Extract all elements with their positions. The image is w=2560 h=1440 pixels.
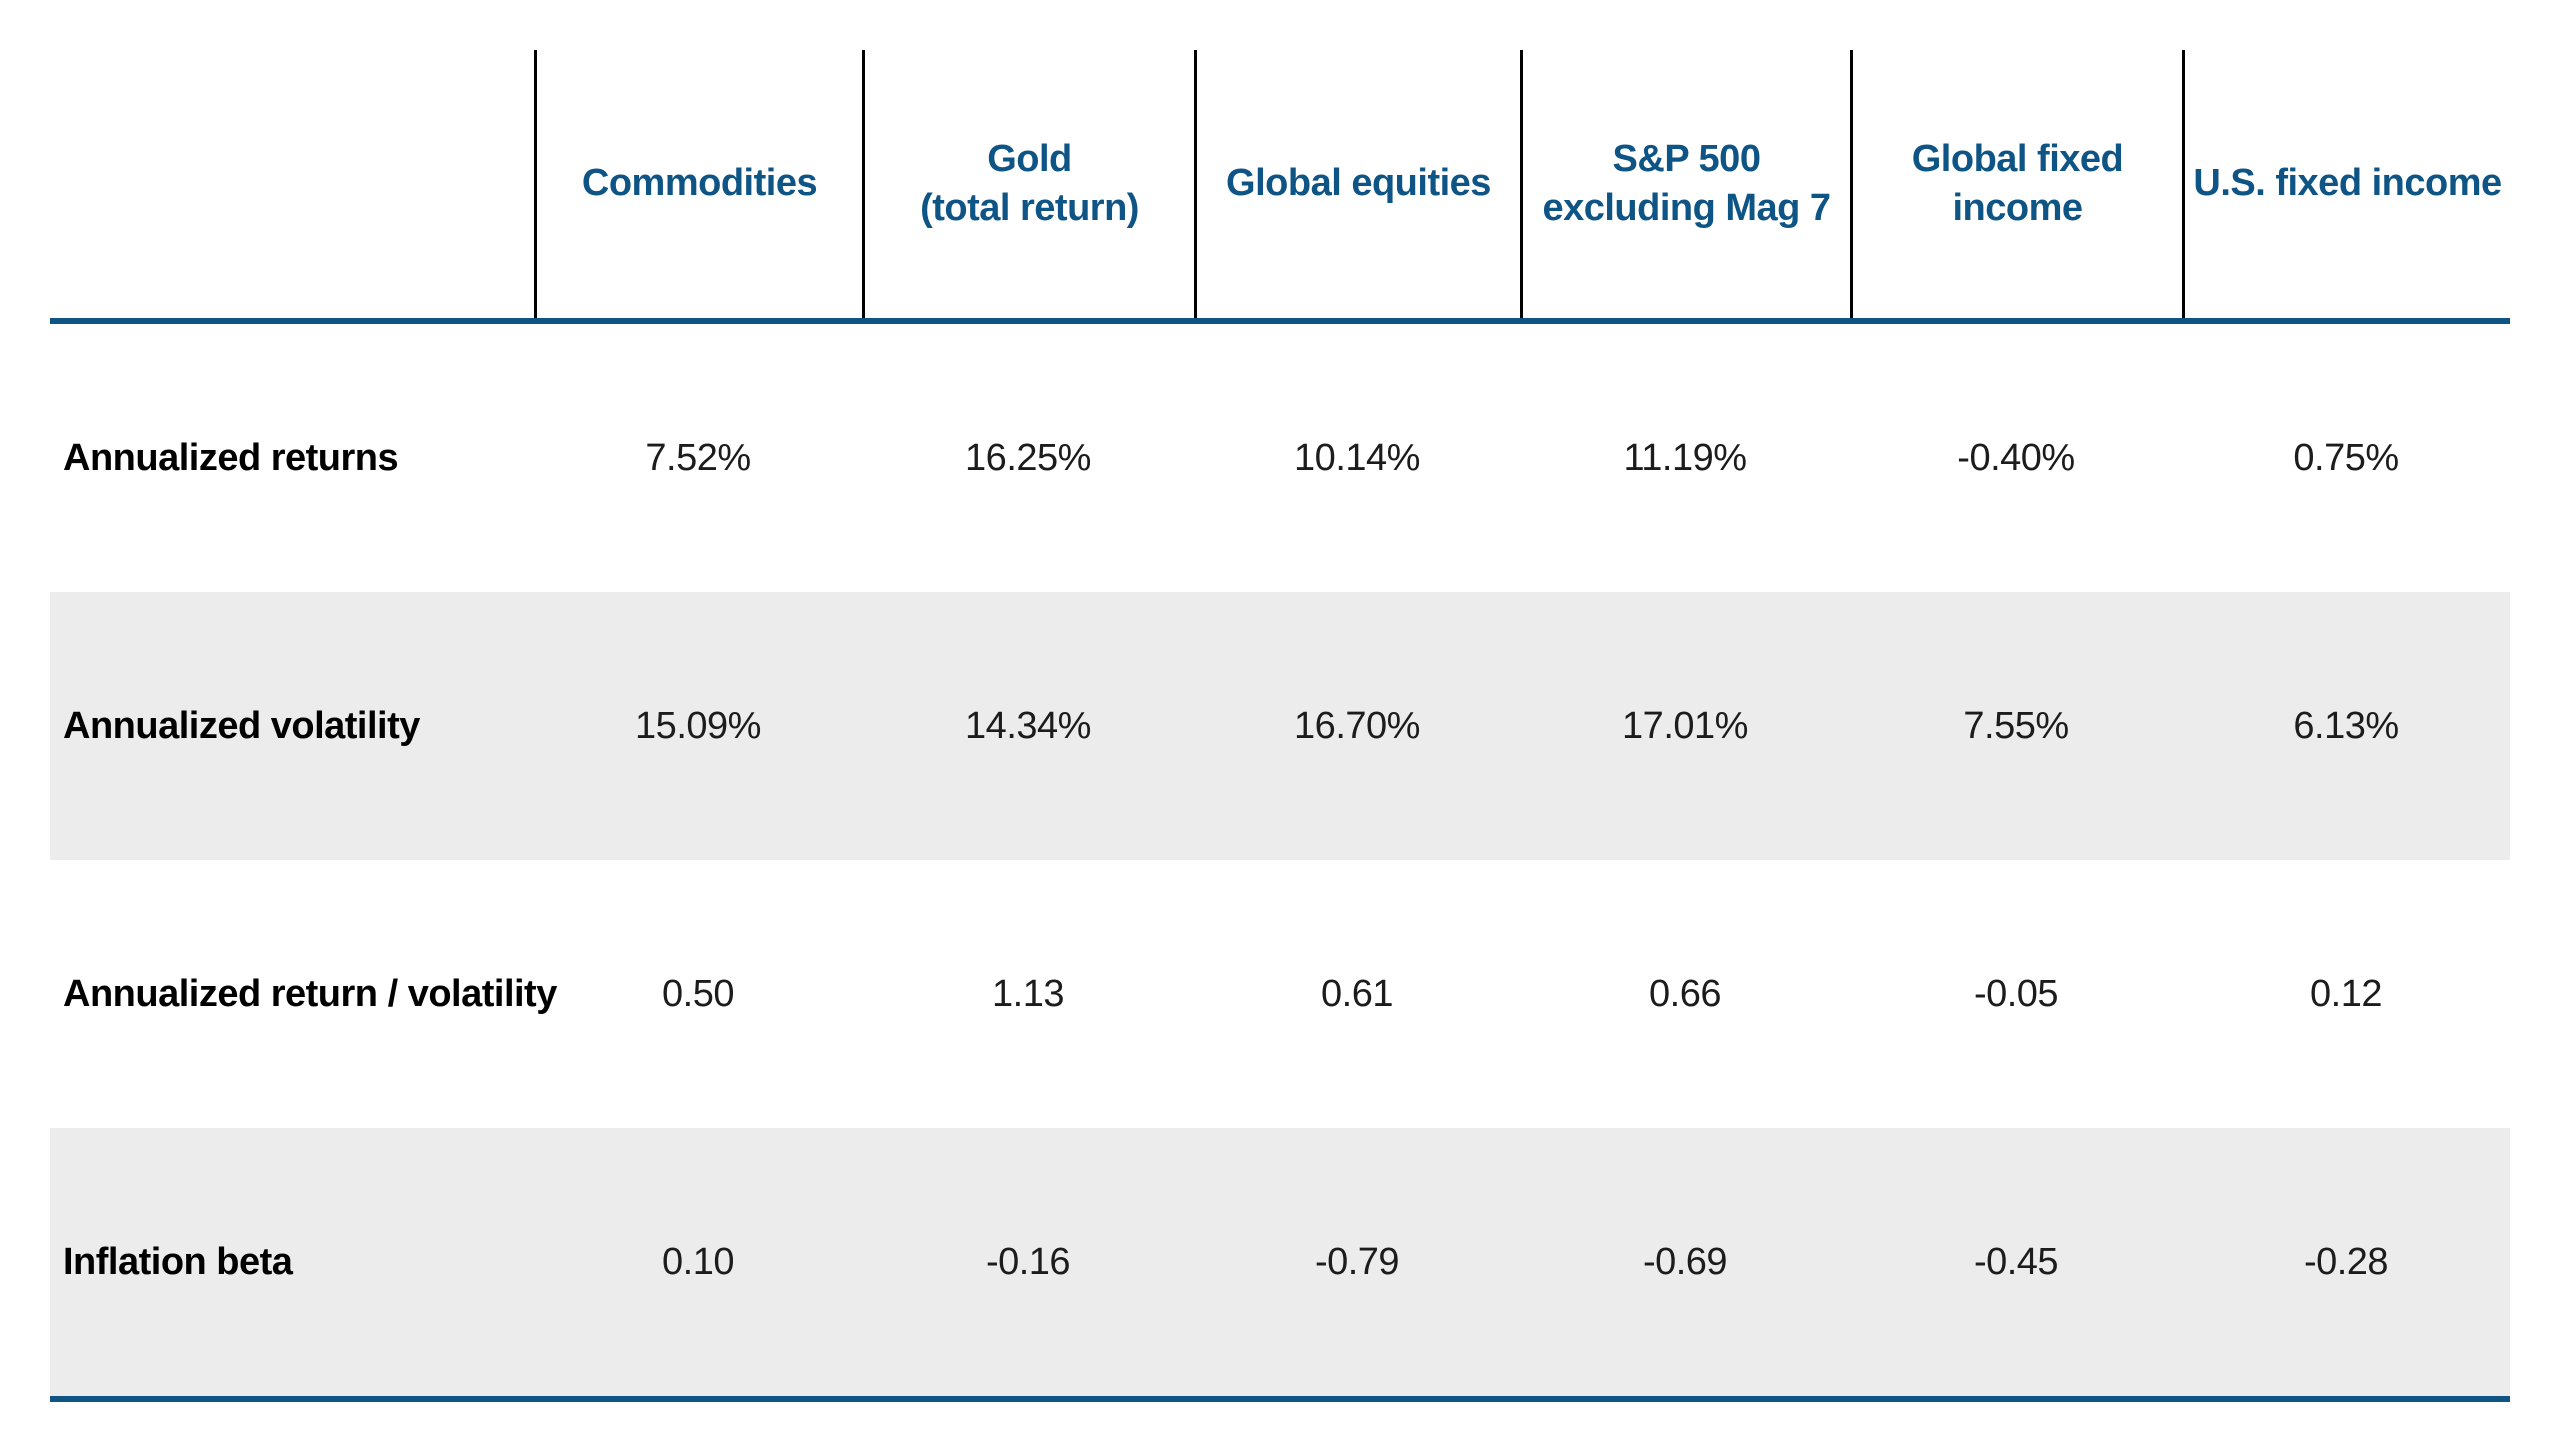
table-row-inflation-beta: Inflation beta 0.10 -0.16 -0.79 -0.69 -0… bbox=[50, 1128, 2510, 1396]
value-cell: 6.13% bbox=[2293, 704, 2399, 747]
asset-performance-table: Commodities Gold (total return) Global e… bbox=[50, 50, 2510, 1402]
column-header-us-fixed-income: U.S. fixed income bbox=[2182, 50, 2510, 318]
value-cell: 0.66 bbox=[1649, 972, 1721, 1015]
value-cell: 15.09% bbox=[635, 704, 761, 747]
value-cell: -0.79 bbox=[1314, 1240, 1400, 1283]
header-empty-corner bbox=[50, 50, 534, 318]
value-cell: 16.70% bbox=[1294, 704, 1420, 747]
value-cell: 7.55% bbox=[1963, 704, 2069, 747]
value-cell: 0.75% bbox=[2293, 436, 2399, 479]
value-cell: -0.05 bbox=[1973, 972, 2059, 1015]
value-cell: 10.14% bbox=[1294, 436, 1420, 479]
value-cell: 7.52% bbox=[645, 436, 751, 479]
value-cell: -0.40% bbox=[1957, 436, 2075, 479]
header-divider-rule bbox=[50, 318, 2510, 324]
table-row-return-over-volatility: Annualized return / volatility 0.50 1.13… bbox=[50, 860, 2510, 1128]
table-row-annualized-returns: Annualized returns 7.52% 16.25% 10.14% 1… bbox=[50, 324, 2510, 592]
value-cell: 0.50 bbox=[662, 972, 734, 1015]
value-cell: -0.16 bbox=[985, 1240, 1071, 1283]
value-cell: 17.01% bbox=[1622, 704, 1748, 747]
value-cell: 11.19% bbox=[1623, 436, 1747, 479]
row-label: Annualized return / volatility bbox=[63, 972, 557, 1015]
column-header-commodities: Commodities bbox=[534, 50, 862, 318]
table-header-row: Commodities Gold (total return) Global e… bbox=[50, 50, 2510, 318]
value-cell: 1.13 bbox=[992, 972, 1064, 1015]
value-cell: 16.25% bbox=[965, 436, 1091, 479]
value-cell: -0.28 bbox=[2303, 1240, 2389, 1283]
table-row-annualized-volatility: Annualized volatility 15.09% 14.34% 16.7… bbox=[50, 592, 2510, 860]
column-header-gold: Gold (total return) bbox=[862, 50, 1194, 318]
value-cell: -0.69 bbox=[1642, 1240, 1728, 1283]
value-cell: 14.34% bbox=[965, 704, 1091, 747]
row-label: Annualized volatility bbox=[63, 704, 420, 747]
table-bottom-rule bbox=[50, 1396, 2510, 1402]
row-label: Inflation beta bbox=[63, 1240, 293, 1283]
column-header-global-equities: Global equities bbox=[1194, 50, 1520, 318]
column-header-sp500-ex-mag7: S&P 500 excluding Mag 7 bbox=[1520, 50, 1850, 318]
row-label: Annualized returns bbox=[63, 436, 399, 479]
value-cell: -0.45 bbox=[1973, 1240, 2059, 1283]
value-cell: 0.10 bbox=[662, 1240, 734, 1283]
column-header-global-fixed-income: Global fixed income bbox=[1850, 50, 2182, 318]
value-cell: 0.12 bbox=[2310, 972, 2382, 1015]
value-cell: 0.61 bbox=[1321, 972, 1393, 1015]
